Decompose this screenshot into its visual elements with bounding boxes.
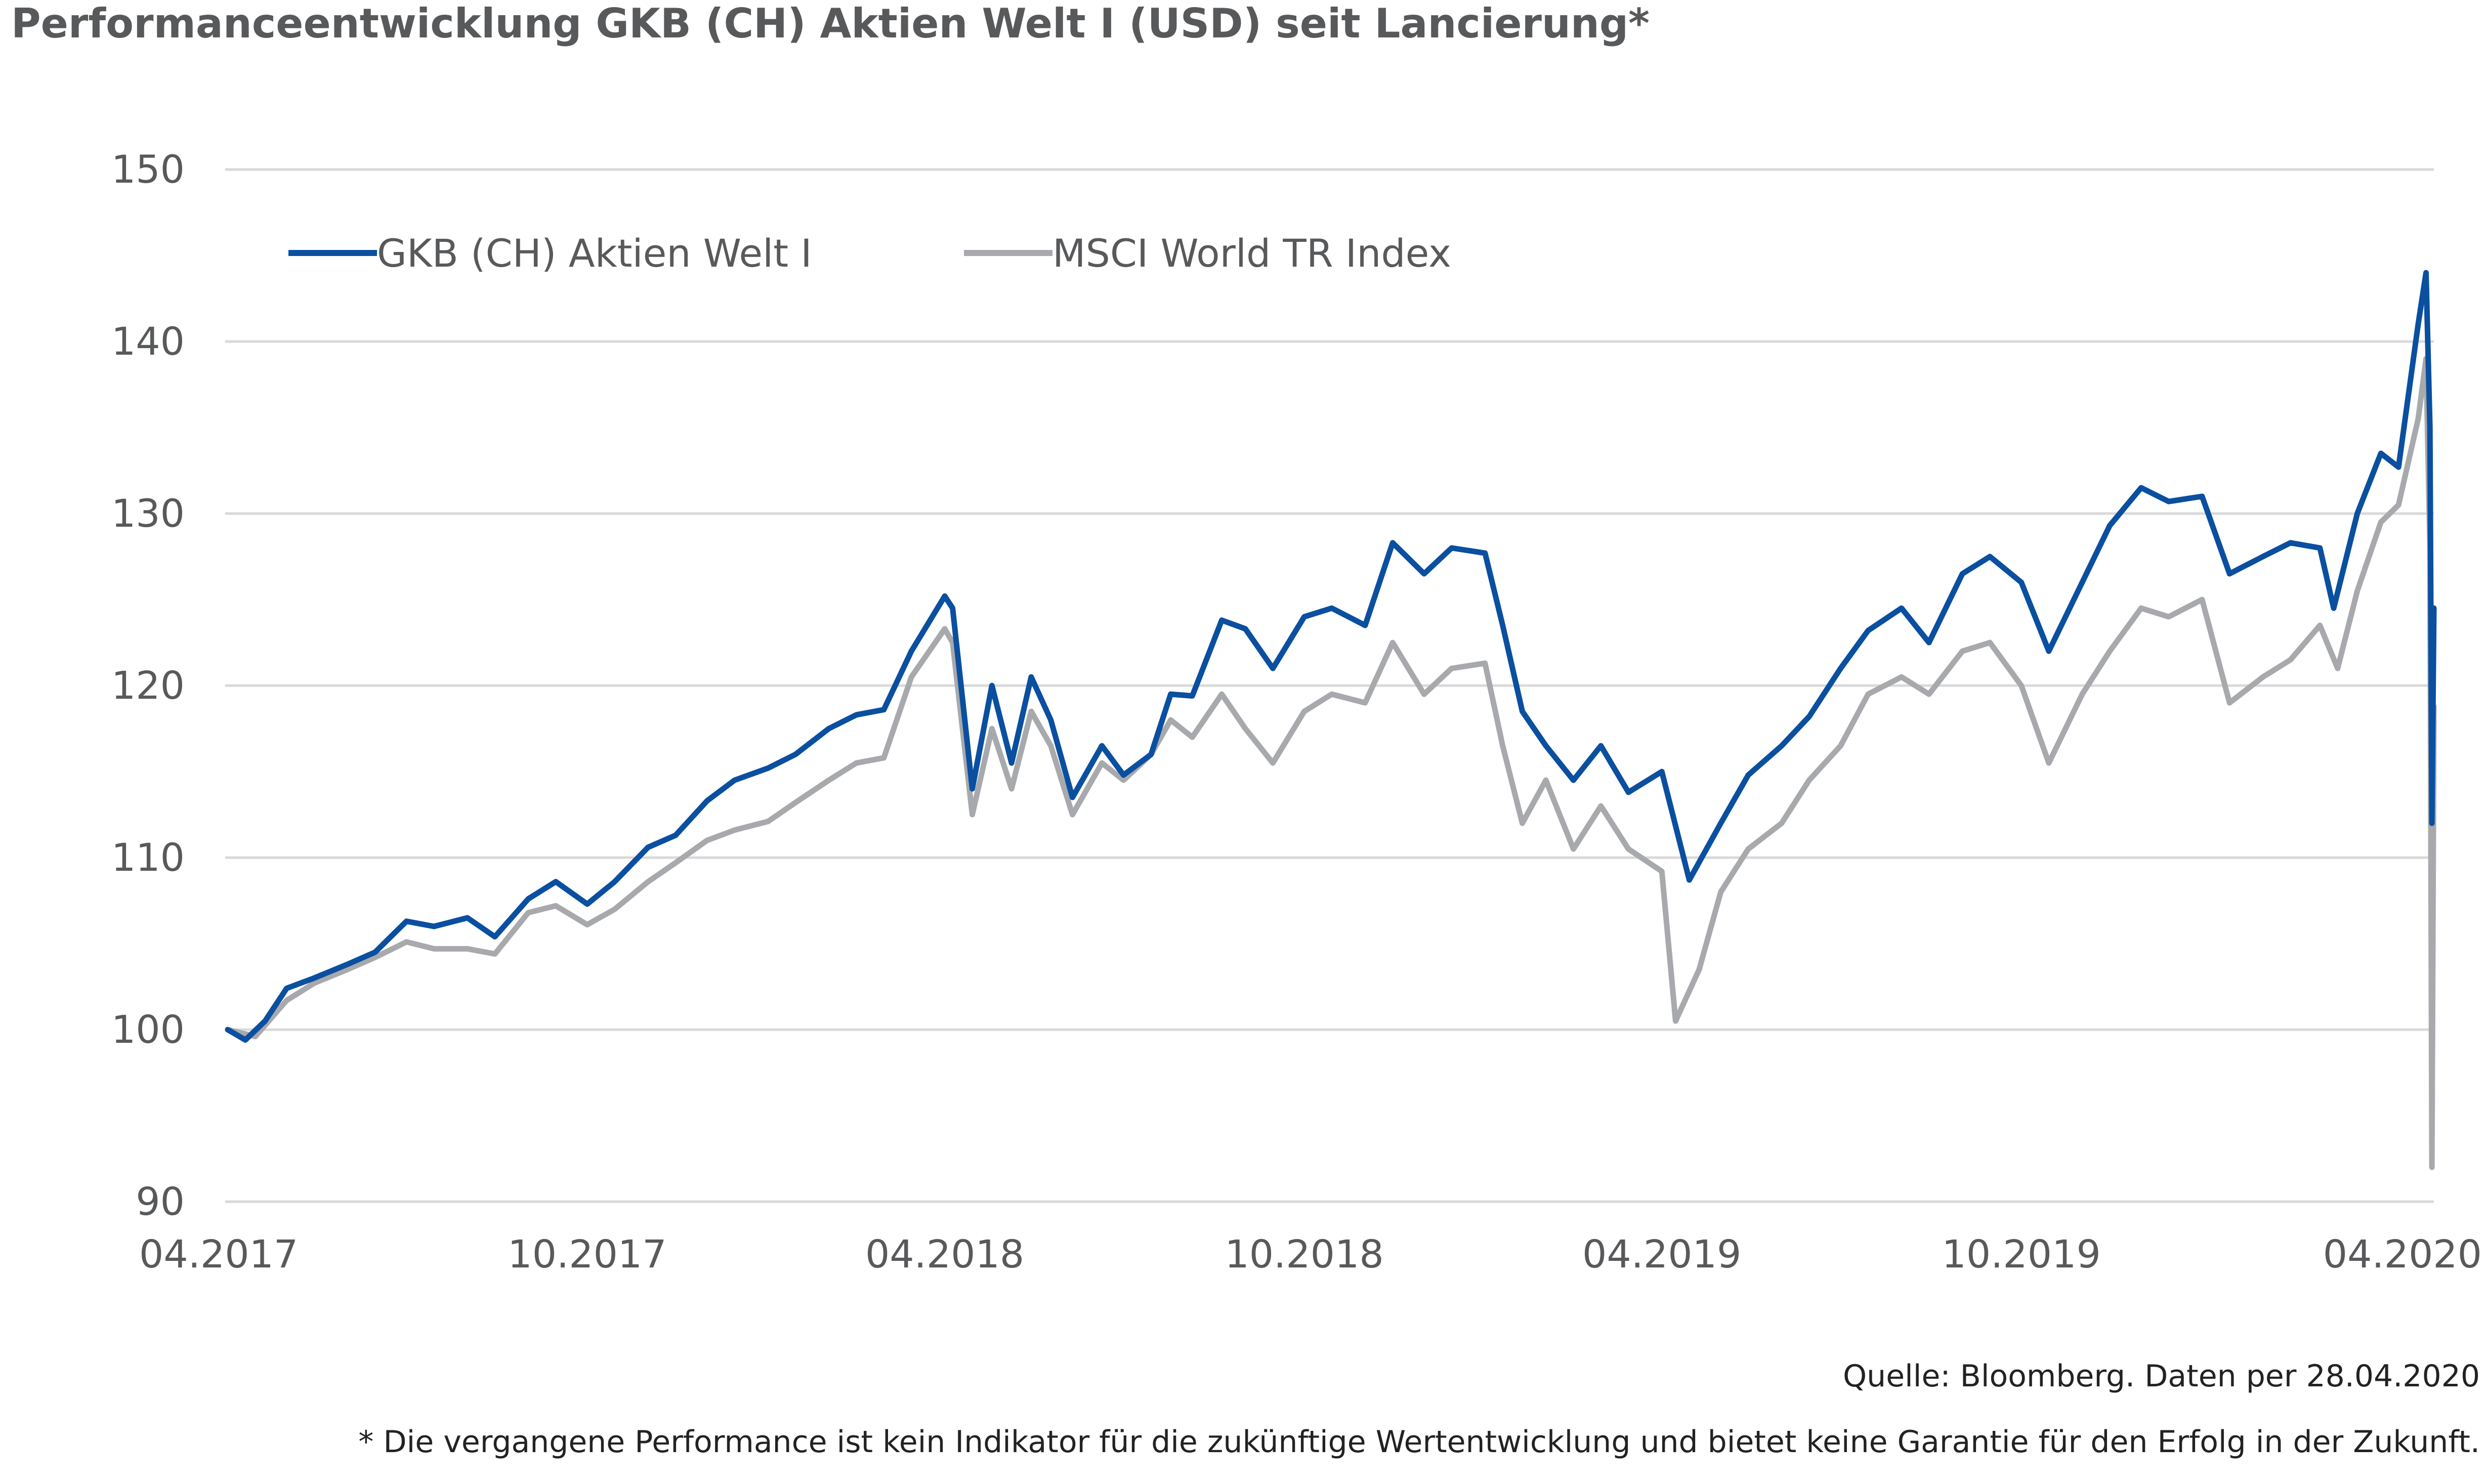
series-lines xyxy=(225,270,2437,1170)
x-tick-label: 04.2018 xyxy=(865,1232,1024,1277)
y-tick-label: 120 xyxy=(111,663,185,708)
gridlines xyxy=(225,168,2434,1203)
series-line-2 xyxy=(225,356,2437,1170)
y-tick-label: 140 xyxy=(111,319,185,364)
x-tick-label: 10.2017 xyxy=(508,1232,666,1277)
series-line-1 xyxy=(225,270,2437,1043)
y-tick-label: 100 xyxy=(111,1007,185,1052)
source-note: Quelle: Bloomberg. Daten per 28.04.2020 xyxy=(1842,1359,2480,1394)
y-tick-label: 150 xyxy=(111,147,185,192)
x-tick-label: 04.2017 xyxy=(139,1232,298,1277)
y-tick-label: 90 xyxy=(136,1179,185,1224)
legend-label-1: GKB (CH) Aktien Welt I xyxy=(377,231,812,276)
y-tick-label: 110 xyxy=(111,835,185,880)
legend-label-2: MSCI World TR Index xyxy=(1052,231,1451,276)
x-tick-label: 04.2020 xyxy=(2323,1232,2482,1277)
legend: GKB (CH) Aktien Welt I MSCI World TR Inde… xyxy=(288,231,1451,276)
y-tick-label: 130 xyxy=(111,491,185,536)
x-tick-label: 04.2019 xyxy=(1582,1232,1741,1277)
x-tick-label: 10.2018 xyxy=(1225,1232,1383,1277)
x-axis: 04.2017 10.2017 04.2018 10.2018 04.2019 10.20… xyxy=(139,1232,2482,1277)
y-axis: 90 100 110 120 130 140 150 xyxy=(111,147,185,1224)
chart-title: Performanceentwicklung GKB (CH) Aktien W… xyxy=(11,0,1650,47)
x-tick-label: 10.2019 xyxy=(1942,1232,2101,1277)
disclaimer-note: * Die vergangene Performance ist kein In… xyxy=(358,1424,2480,1460)
